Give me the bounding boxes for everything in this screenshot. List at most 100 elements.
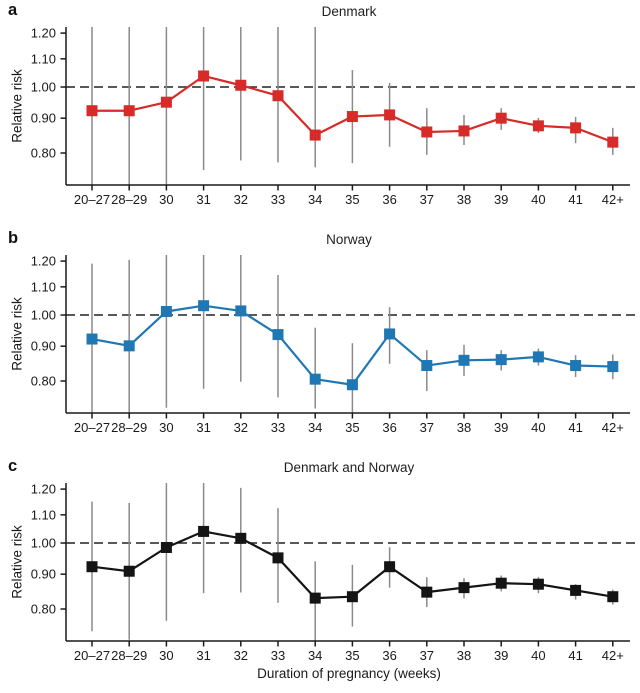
x-tick-label: 35 — [345, 420, 359, 435]
data-point — [384, 109, 396, 121]
x-axis-title: Duration of pregnancy (weeks) — [257, 666, 441, 681]
x-tick-label: 42+ — [602, 192, 624, 207]
panel-a: 1.20 1.10 1.00 0.90 0.80 20–27 28–29 30 31 32 33 34… — [0, 0, 640, 228]
y-tick-label: 1.10 — [31, 279, 56, 294]
y-tick-label: 1.00 — [31, 536, 56, 551]
panel-title-denmark: Denmark — [321, 4, 377, 19]
data-point — [272, 552, 284, 564]
y-axis-title-b: Relative risk — [9, 297, 25, 371]
data-point — [86, 105, 98, 117]
data-point — [384, 328, 396, 340]
x-tick-label: 30 — [159, 648, 173, 663]
x-tick-label: 41 — [568, 648, 582, 663]
x-tick-label: 42+ — [602, 420, 624, 435]
x-tick-label: 28–29 — [111, 420, 147, 435]
panel-c: 1.20 1.10 1.00 0.90 0.80 20–27 28–29 30 31 32 33 34… — [0, 456, 640, 693]
x-tick-label: 38 — [457, 648, 471, 663]
data-point — [421, 586, 433, 598]
data-point — [532, 120, 544, 132]
data-point — [272, 90, 284, 102]
y-tick-label: 1.00 — [31, 80, 56, 95]
x-tick-label: 28–29 — [111, 192, 147, 207]
data-point — [495, 112, 507, 124]
data-point — [235, 79, 247, 91]
x-tick-label: 40 — [531, 420, 545, 435]
data-point — [607, 591, 619, 603]
x-tick-label: 38 — [457, 192, 471, 207]
x-tick-label: 39 — [494, 192, 508, 207]
x-tick-label: 39 — [494, 420, 508, 435]
x-tick-label: 37 — [420, 648, 434, 663]
y-axis-title-c: Relative risk — [9, 525, 25, 599]
data-point — [198, 70, 210, 82]
data-point — [570, 122, 582, 134]
x-tick-label: 32 — [234, 420, 248, 435]
x-tick-label: 33 — [271, 648, 285, 663]
data-point — [346, 111, 358, 123]
y-tick-label: 0.80 — [31, 602, 56, 617]
data-point — [160, 541, 172, 553]
data-point — [198, 525, 210, 537]
panel-letter-c: c — [8, 457, 18, 475]
data-point — [458, 354, 470, 366]
data-point — [309, 373, 321, 385]
data-point — [421, 126, 433, 138]
chart-b: 1.20 1.10 1.00 0.90 0.80 20–27 28–29 30 31 32 33 34… — [31, 254, 636, 435]
y-tick-label: 0.80 — [31, 146, 56, 161]
x-tick-label: 33 — [271, 192, 285, 207]
y-tick-label: 0.90 — [31, 567, 56, 582]
y-axis-title-a: Relative risk — [9, 69, 25, 143]
data-point — [272, 329, 284, 341]
y-tick-label: 1.20 — [31, 254, 56, 269]
data-point — [160, 305, 172, 317]
data-point — [346, 379, 358, 391]
data-point — [123, 565, 135, 577]
x-tick-label: 32 — [234, 192, 248, 207]
data-point — [458, 582, 470, 594]
data-point — [123, 105, 135, 117]
data-point — [532, 578, 544, 590]
data-point — [570, 584, 582, 596]
x-tick-label: 36 — [382, 192, 396, 207]
y-tick-label: 1.20 — [31, 482, 56, 497]
x-tick-label: 36 — [382, 648, 396, 663]
x-tick-label: 35 — [345, 192, 359, 207]
panel-title-norway: Norway — [326, 232, 372, 247]
chart-a: 1.20 1.10 1.00 0.90 0.80 20–27 28–29 30 31 32 33 34… — [31, 26, 636, 207]
x-tick-label: 20–27 — [74, 648, 110, 663]
data-point — [570, 360, 582, 372]
panel-title-denmark-and-norway: Denmark and Norway — [283, 460, 415, 475]
x-tick-label: 31 — [196, 192, 210, 207]
y-tick-label: 1.00 — [31, 308, 56, 323]
x-tick-label: 34 — [308, 648, 322, 663]
data-point — [346, 591, 358, 603]
x-tick-label: 31 — [196, 420, 210, 435]
x-tick-label: 30 — [159, 420, 173, 435]
data-point — [309, 129, 321, 141]
x-tick-label: 31 — [196, 648, 210, 663]
y-tick-label: 1.10 — [31, 51, 56, 66]
y-tick-label: 1.20 — [31, 26, 56, 41]
y-tick-label: 0.80 — [31, 374, 56, 389]
data-point — [458, 125, 470, 137]
x-tick-label: 37 — [420, 192, 434, 207]
data-point — [309, 592, 321, 604]
chart-c: 1.20 1.10 1.00 0.90 0.80 20–27 28–29 30 31 32 33 34… — [31, 482, 636, 663]
x-tick-label: 37 — [420, 420, 434, 435]
data-point — [495, 354, 507, 366]
x-tick-label: 33 — [271, 420, 285, 435]
x-tick-label: 40 — [531, 648, 545, 663]
x-tick-label: 41 — [568, 192, 582, 207]
x-tick-label: 42+ — [602, 648, 624, 663]
panel-letter-b: b — [8, 229, 19, 247]
x-tick-label: 38 — [457, 420, 471, 435]
data-point — [198, 300, 210, 312]
data-point — [123, 340, 135, 352]
x-tick-label: 41 — [568, 420, 582, 435]
x-tick-label: 30 — [159, 192, 173, 207]
data-point — [384, 561, 396, 573]
data-point — [235, 305, 247, 317]
data-point — [532, 351, 544, 363]
panel-letter-a: a — [8, 1, 18, 19]
